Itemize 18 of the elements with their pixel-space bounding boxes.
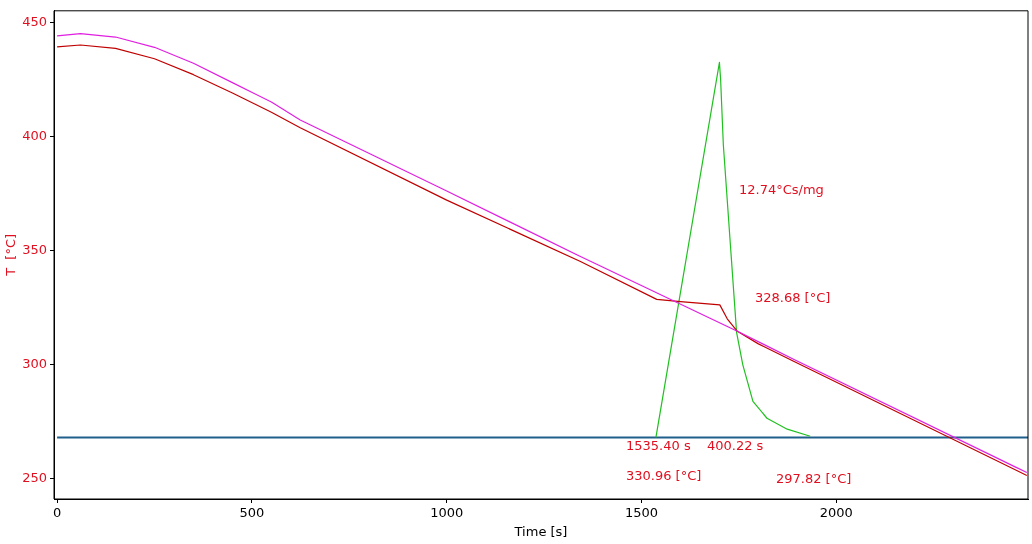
x-tick-label: 1000 bbox=[430, 505, 464, 521]
annotation: 297.82 [°C] bbox=[776, 471, 852, 487]
y-tick-label: 400 bbox=[22, 127, 47, 143]
y-axis-title: T [°C] bbox=[3, 233, 19, 277]
x-tick-label: 2000 bbox=[819, 505, 853, 521]
y-tick-label: 450 bbox=[22, 13, 47, 29]
y-tick-label: 250 bbox=[22, 469, 47, 485]
annotation: 328.68 [°C] bbox=[755, 290, 831, 306]
annotation: 330.96 [°C] bbox=[626, 468, 702, 484]
annotation: 1535.40 s bbox=[626, 438, 691, 454]
y-tick-label: 300 bbox=[22, 355, 47, 371]
x-axis-title: Time [s] bbox=[513, 523, 568, 539]
annotation: 12.74°Cs/mg bbox=[739, 182, 824, 198]
x-tick-label: 1500 bbox=[624, 505, 659, 521]
x-tick-label: 500 bbox=[239, 505, 265, 521]
annotation: 400.22 s bbox=[707, 438, 764, 454]
y-tick-label: 350 bbox=[22, 241, 47, 257]
x-tick-label: 0 bbox=[52, 505, 62, 521]
